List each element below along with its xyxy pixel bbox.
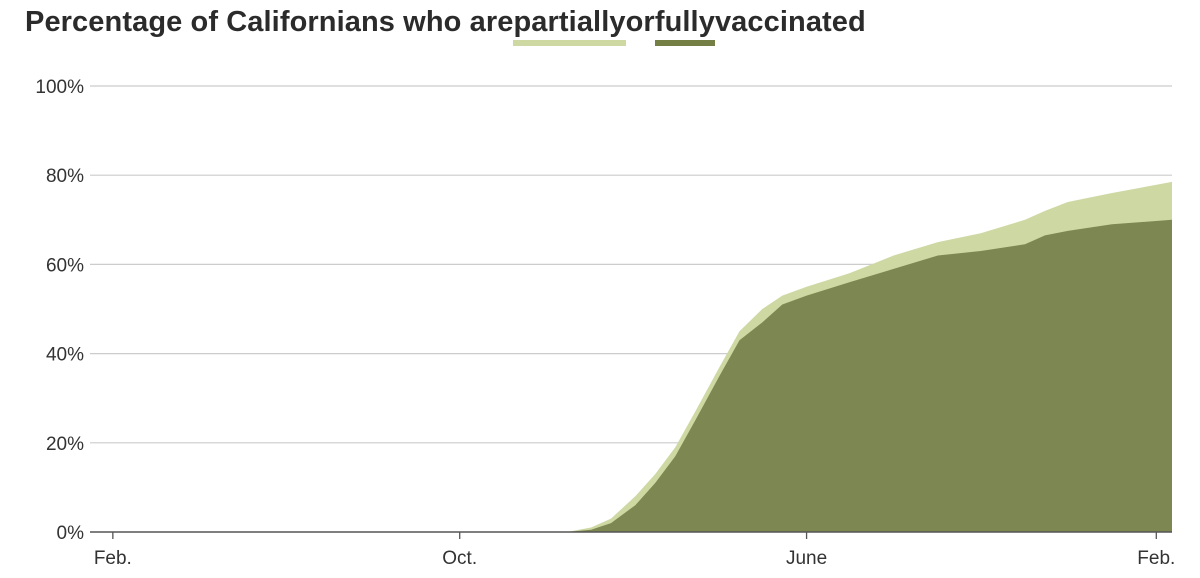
title-full-legend: fully bbox=[654, 6, 715, 46]
title-middle: or bbox=[625, 6, 655, 38]
label-layer: 0% 20% 40% 60% 80% 100% Feb. Oct. June Feb. bbox=[35, 77, 1175, 569]
y-tick-label: 40% bbox=[46, 345, 84, 366]
title-prefix: Percentage of Californians who are bbox=[25, 6, 514, 38]
chart-title: Percentage of Californians who are parti… bbox=[25, 6, 866, 46]
x-tick-label: Feb. bbox=[1137, 548, 1175, 569]
y-tick-label: 100% bbox=[35, 77, 84, 98]
area-fully-vaccinated bbox=[566, 219, 1172, 533]
x-tick-label: June bbox=[786, 548, 827, 569]
axis-layer bbox=[90, 531, 1172, 539]
y-tick-label: 0% bbox=[57, 523, 85, 544]
y-tick-label: 60% bbox=[46, 255, 84, 276]
x-tick-label: Feb. bbox=[94, 548, 132, 569]
title-suffix: vaccinated bbox=[714, 6, 866, 38]
x-tick-label: Oct. bbox=[442, 548, 477, 569]
area-layer bbox=[566, 181, 1172, 533]
y-tick-label: 20% bbox=[46, 434, 84, 455]
title-partial-legend: partially bbox=[513, 6, 626, 46]
y-tick-label: 80% bbox=[46, 166, 84, 187]
